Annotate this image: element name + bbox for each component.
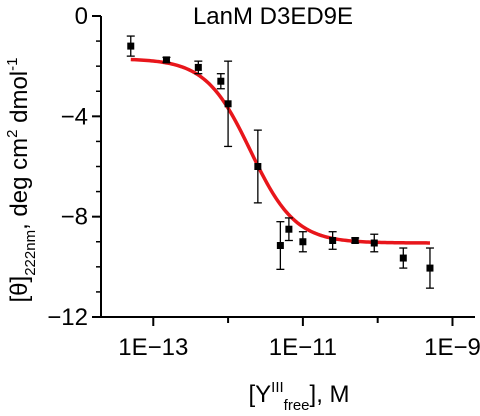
data-point-group [425,247,434,289]
y-ticks: 0 −4 −8 −12 [47,3,101,331]
fit-layer [130,57,430,245]
y-tick-label: 0 [75,3,88,30]
data-point-group [224,60,233,148]
data-point [162,56,170,64]
data-point [351,236,359,244]
y-axis-title: [θ]222nm, deg cm2 dmol-1 [4,58,39,303]
x-tick-label: 1E−11 [269,334,337,361]
data-point-group [328,231,337,250]
data-point [254,163,262,170]
data-point-group [126,35,135,57]
data-point-group [162,56,171,64]
y-axis-title-sup1: 2 [4,130,21,138]
data-point [276,242,284,250]
x-axis-title-sup: III [271,379,284,396]
x-axis-title-sub: free [284,397,310,414]
chart-title: LanM D3ED9E [193,3,353,30]
data-point-group [399,247,408,269]
y-axis-title-pre: [θ] [6,276,33,303]
data-point-group [351,236,360,244]
y-tick-label: −12 [47,304,88,331]
data-point [127,42,135,50]
data-point-group [298,231,307,253]
data-point [224,100,232,108]
x-axis-title-pre: [Y [248,381,271,408]
x-tick-label: 1E−13 [118,334,188,361]
data-point [299,238,307,246]
data-point-group [370,233,379,253]
data-point [217,77,225,85]
x-axis-title-post: ], M [310,381,350,408]
data-point-group [276,221,285,270]
data-point-group [216,73,225,90]
data-point [399,254,407,262]
y-tick-label: −4 [61,103,88,130]
data-point-group [253,129,262,204]
y-axis-title-sup2: -1 [4,58,21,71]
data-point [370,239,378,247]
y-tick-label: −8 [61,204,88,231]
x-ticks: 1E−13 1E−11 1E−9 [118,317,480,361]
data-point [194,63,202,71]
x-tick-label: 1E−9 [424,334,480,361]
y-axis-title-mid2: dmol [6,71,33,130]
y-axis-title-sub: 222nm [22,230,39,276]
data-point-group [194,60,203,75]
data-point [285,225,293,233]
x-axis-title: [YIIIfree], M [248,379,349,414]
fit-curve [130,57,430,245]
data-point [329,236,337,244]
y-axis-title-mid: , deg cm [6,138,33,230]
data-point [426,264,434,272]
data-point-group [284,217,293,242]
points-layer [126,35,434,289]
